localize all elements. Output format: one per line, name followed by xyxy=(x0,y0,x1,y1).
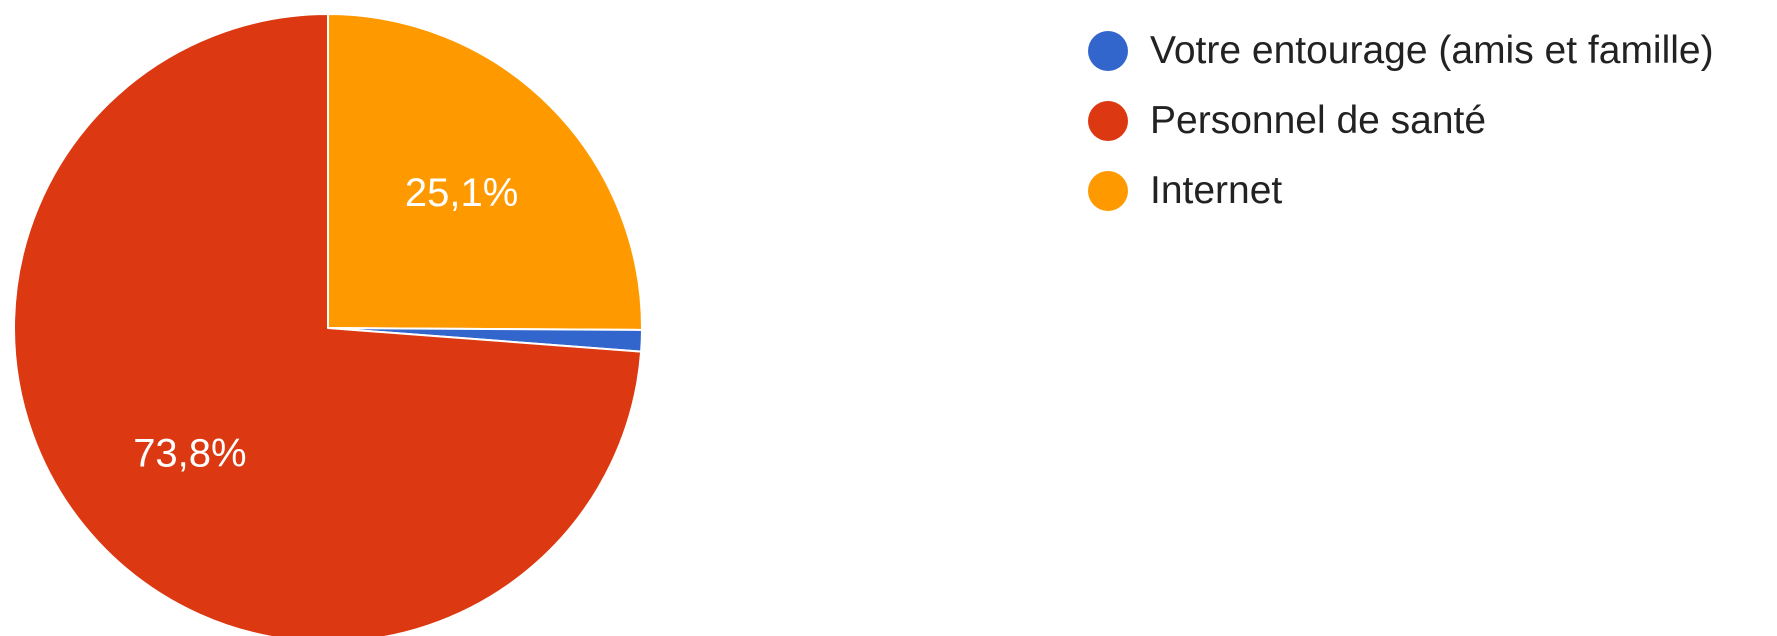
pie-slice-1 xyxy=(13,13,643,636)
legend: Votre entourage (amis et famille) Personn… xyxy=(1088,16,1714,226)
legend-item-0: Votre entourage (amis et famille) xyxy=(1088,16,1714,86)
legend-swatch-0 xyxy=(1088,31,1128,71)
pie-slice-2 xyxy=(327,13,643,331)
legend-label-0: Votre entourage (amis et famille) xyxy=(1150,29,1714,72)
pie-data-label-2: 25,1% xyxy=(405,171,518,215)
pie-data-labels: 25,1% 73,8% xyxy=(133,171,518,476)
pie-slices xyxy=(13,13,643,636)
legend-item-1: Personnel de santé xyxy=(1088,86,1714,156)
legend-label-1: Personnel de santé xyxy=(1150,99,1487,142)
pie-data-label-1: 73,8% xyxy=(133,432,246,476)
legend-swatch-1 xyxy=(1088,101,1128,141)
legend-item-2: Internet xyxy=(1088,156,1714,226)
legend-label-2: Internet xyxy=(1150,169,1283,212)
legend-swatch-2 xyxy=(1088,171,1128,211)
pie-chart: 25,1% 73,8% xyxy=(13,13,643,636)
